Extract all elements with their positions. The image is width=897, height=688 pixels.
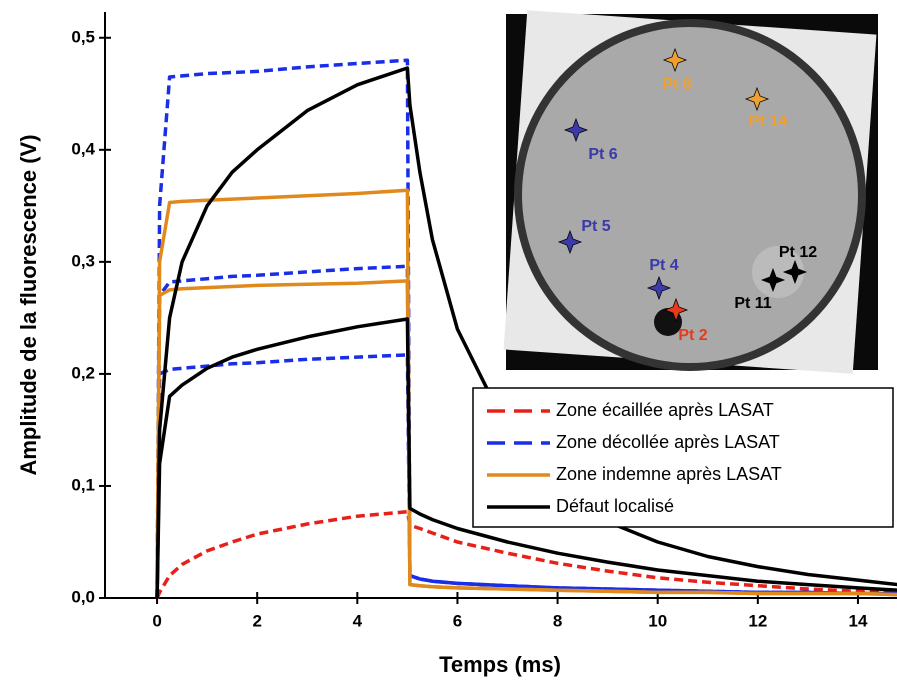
inset-photo: Pt 8 Pt 14 Pt 6 Pt 5 Pt 4 Pt 12 Pt 11 Pt 2: [503, 10, 878, 374]
x-tick-label: 6: [453, 611, 462, 630]
x-axis-title: Temps (ms): [439, 652, 561, 677]
annotation: Pt 5: [581, 218, 610, 235]
legend-label: Zone indemne après LASAT: [556, 464, 782, 484]
marker-star: [563, 117, 589, 143]
marker-star: [760, 267, 786, 293]
x-tick-label: 14: [848, 611, 867, 630]
y-tick-label: 0,5: [71, 27, 95, 46]
marker-star: [557, 229, 583, 255]
x-tick-label: 4: [353, 611, 363, 630]
annotation: Pt 4: [649, 257, 678, 274]
marker-star: [744, 86, 770, 112]
y-tick-label: 0,0: [71, 587, 95, 606]
x-tick-label: 12: [748, 611, 767, 630]
annotation: Pt 6: [588, 146, 617, 163]
legend-label: Zone décollée après LASAT: [556, 432, 780, 452]
curve: [155, 509, 897, 599]
annotation: Pt 12: [779, 244, 817, 261]
y-tick-label: 0,3: [71, 251, 95, 270]
x-tick-label: 2: [252, 611, 261, 630]
marker-star: [646, 275, 672, 301]
y-tick-label: 0,2: [71, 363, 95, 382]
annotation: Pt 11: [734, 295, 771, 312]
x-tick-label: 0: [152, 611, 161, 630]
marker-star: [663, 297, 689, 323]
annotation: Pt 14: [749, 113, 787, 130]
x-tick-label: 8: [553, 611, 562, 630]
annotation: Pt 2: [678, 327, 707, 344]
y-tick-label: 0,4: [71, 139, 95, 158]
y-axis-title: Amplitude de la fluorescence (V): [16, 134, 41, 475]
curve: [155, 317, 897, 599]
inset-halo: [752, 246, 804, 298]
curve: [155, 66, 897, 599]
curve: [155, 279, 897, 599]
legend-label: Défaut localisé: [556, 496, 674, 516]
marker-star: [782, 259, 808, 285]
annotation: Pt 8: [662, 76, 691, 93]
marker-star: [662, 47, 688, 73]
x-tick-label: 10: [648, 611, 667, 630]
legend-label: Zone écaillée après LASAT: [556, 400, 774, 420]
y-tick-label: 0,1: [71, 475, 95, 494]
